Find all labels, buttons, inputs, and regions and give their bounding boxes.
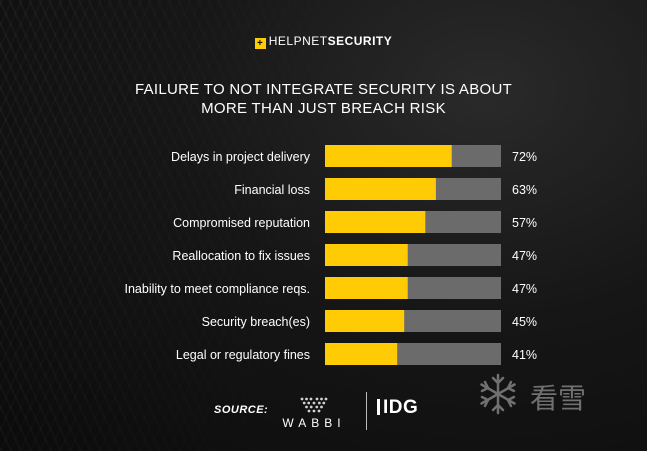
snowflake-icon (480, 373, 516, 415)
bar (325, 310, 405, 332)
chart-title-line1: FAILURE TO NOT INTEGRATE SECURITY IS ABO… (134, 81, 513, 98)
brand-part2: SECURITY (327, 34, 393, 48)
bar (325, 211, 426, 233)
bar (325, 277, 408, 299)
value-label: 63% (512, 183, 537, 197)
brand-part1: HELPNET (268, 34, 328, 48)
category-label: Reallocation to fix issues (172, 249, 310, 263)
value-label: 72% (512, 150, 537, 164)
wabbi-text: WABBI (282, 416, 346, 430)
idg-bar-icon (377, 399, 380, 415)
idg-logo: IDG (377, 397, 418, 419)
watermark-text: 看雪 (530, 383, 587, 414)
bar (325, 145, 452, 167)
category-label: Security breach(es) (202, 315, 310, 329)
bar (325, 343, 398, 365)
footer-divider (366, 392, 367, 430)
chart-title: FAILURE TO NOT INTEGRATE SECURITY IS ABO… (0, 80, 647, 118)
watermark: 看雪 (476, 370, 626, 420)
wabbi-mark-icon (300, 397, 328, 413)
bar (325, 244, 408, 266)
value-label: 47% (512, 282, 537, 296)
value-label: 41% (512, 348, 537, 362)
value-label: 45% (512, 315, 537, 329)
brand-logo: + HELPNETSECURITY (0, 34, 647, 49)
source-label: SOURCE: (214, 404, 269, 416)
category-label: Compromised reputation (173, 216, 310, 230)
idg-text: IDG (383, 397, 419, 418)
chart-title-line2: MORE THAN JUST BREACH RISK (201, 100, 446, 117)
value-label: 47% (512, 249, 537, 263)
category-label: Financial loss (234, 183, 310, 197)
wabbi-logo: WABBI (276, 397, 352, 430)
plus-icon: + (254, 38, 266, 49)
value-label: 57% (512, 216, 537, 230)
category-label: Delays in project delivery (171, 150, 311, 164)
category-label: Legal or regulatory fines (176, 348, 310, 362)
bar (325, 178, 436, 200)
category-label: Inability to meet compliance reqs. (124, 282, 310, 296)
